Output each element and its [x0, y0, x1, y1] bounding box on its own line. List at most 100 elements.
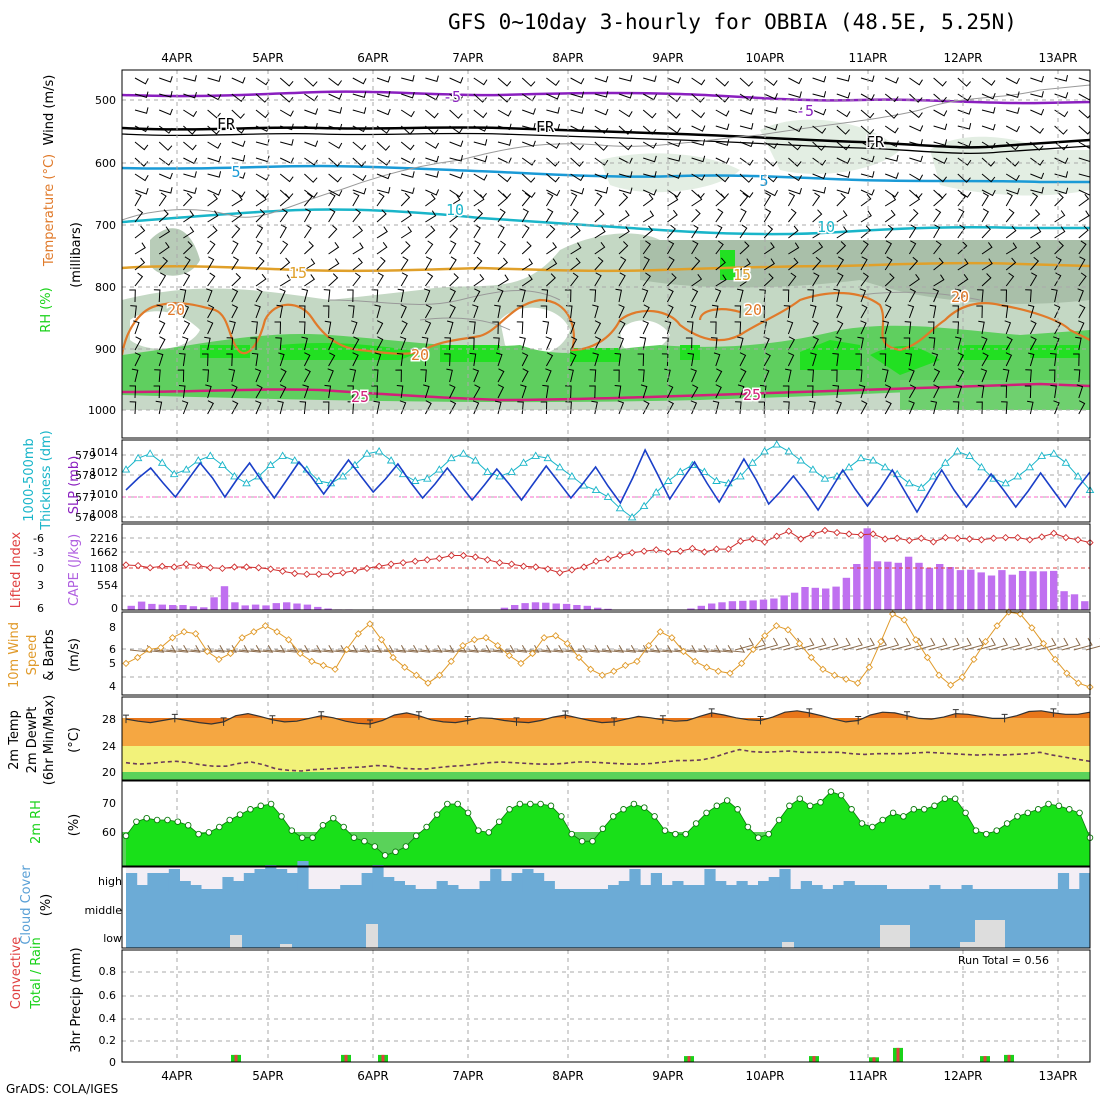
wind-barb: [328, 93, 343, 100]
wind-barb: [376, 108, 391, 116]
rh-gap: [500, 307, 570, 355]
cloud-high-bar: [886, 889, 898, 892]
wind-barb: [667, 154, 681, 162]
thickness-line-point: [603, 492, 613, 500]
wind-barb: [298, 321, 306, 335]
wind10-barb: [698, 644, 721, 653]
wind-barb: [832, 384, 840, 399]
precip-bar-convective: [812, 1056, 816, 1062]
wind-barb: [981, 107, 996, 114]
cloud-high-bar: [265, 865, 277, 892]
rh-high-shading: [720, 250, 735, 280]
wind-barb: [304, 108, 319, 115]
cloud-high-bar: [490, 869, 502, 892]
wind-barb: [686, 321, 694, 335]
thickness-unit-label: Thickness (dm): [39, 430, 54, 530]
thickness-line-point: [1013, 472, 1022, 480]
wind10-barb: [988, 637, 1009, 651]
thickness-line-point: [423, 474, 432, 482]
wind-barb: [231, 400, 239, 415]
wind-barb: [158, 157, 173, 166]
rh2m-line-point: [1066, 806, 1073, 813]
wind-barb: [905, 352, 912, 367]
wind-barb: [909, 109, 923, 119]
cape-bar: [967, 569, 975, 610]
wind-barb: [304, 77, 318, 87]
wind-barb: [933, 384, 940, 399]
wind-speed-line-point: [795, 639, 804, 648]
lifted-index-line-point: [941, 533, 950, 542]
cape-bar: [739, 600, 747, 610]
cape-bar: [708, 603, 716, 610]
rh2m-line-point: [412, 832, 420, 840]
wind-barb: [788, 242, 800, 255]
wind-barb: [352, 242, 364, 255]
lifted-index-line-point: [953, 534, 962, 542]
wind-barb: [763, 352, 771, 367]
wind-barb: [909, 139, 923, 146]
wind-barb: [570, 336, 578, 351]
wind-barb: [226, 353, 233, 367]
wind-barb: [546, 273, 556, 287]
wind-barb: [1030, 91, 1044, 98]
wind-barb: [642, 256, 650, 271]
lifted-index-line-point: [423, 556, 431, 564]
precip-bar-convective: [1007, 1054, 1011, 1062]
wind-barb: [642, 304, 650, 319]
lifted-index-line-point: [182, 560, 190, 568]
wind-barb: [589, 385, 596, 399]
wind-speed-line-point: [854, 679, 862, 687]
wind-barb: [279, 93, 294, 103]
cloud-high-bar: [800, 881, 812, 892]
rh2m-line-point: [889, 809, 897, 817]
wind-barb: [907, 304, 915, 319]
wind-barb: [546, 107, 560, 114]
lifted-index-line-point: [688, 544, 697, 553]
date-label-top: 9APR: [652, 51, 683, 65]
wind-barb: [788, 272, 797, 287]
wind-barb: [570, 173, 585, 182]
wind-barb: [546, 93, 561, 100]
lifted-index-line-point: [965, 535, 974, 543]
date-label-top: 7APR: [452, 51, 483, 65]
wind-barb: [134, 336, 142, 351]
wind-barb: [304, 140, 319, 148]
wind-barb: [788, 225, 799, 239]
wind-speed-line-point: [145, 645, 153, 654]
rh2m-line-point: [464, 809, 472, 817]
wind-barb: [1078, 400, 1086, 415]
date-label-bottom: 8APR: [552, 1069, 583, 1083]
rh-high-shading: [1030, 345, 1080, 358]
thickness-line: [125, 444, 1091, 519]
wind-barb: [1048, 369, 1056, 383]
wind-barb: [374, 352, 382, 367]
wind-barb: [1078, 173, 1090, 178]
wind-barb: [473, 109, 488, 119]
thickness-line-point: [206, 451, 215, 459]
wind-barb: [207, 210, 219, 223]
wind-barb: [159, 172, 173, 180]
wind-barb: [1054, 210, 1066, 223]
wind-barb: [497, 384, 505, 399]
wind10-barb: [759, 637, 779, 651]
wind-barb: [444, 337, 451, 351]
wind-barb: [594, 336, 602, 351]
cloud-high-bar: [458, 889, 470, 892]
wind-barb: [685, 337, 693, 351]
lifted-index-line-point: [736, 537, 745, 545]
wind-barb: [763, 208, 772, 223]
wind-barb: [473, 93, 487, 103]
wind-barb: [134, 352, 141, 367]
lifted-index-line-point: [519, 562, 528, 570]
wind-speed-line-point: [1051, 655, 1059, 664]
lifted-index-line-point: [278, 567, 287, 575]
wind-speed-line-point: [1074, 679, 1083, 687]
cloud-high-bar: [982, 889, 995, 892]
wind-barb: [981, 258, 993, 271]
wind-speed-line-point: [238, 634, 246, 642]
wind-barb: [134, 91, 149, 99]
wind-barb: [497, 139, 512, 146]
wind-barb: [957, 93, 972, 102]
wind-barb: [981, 93, 996, 100]
cloud-high-bar: [425, 889, 438, 892]
